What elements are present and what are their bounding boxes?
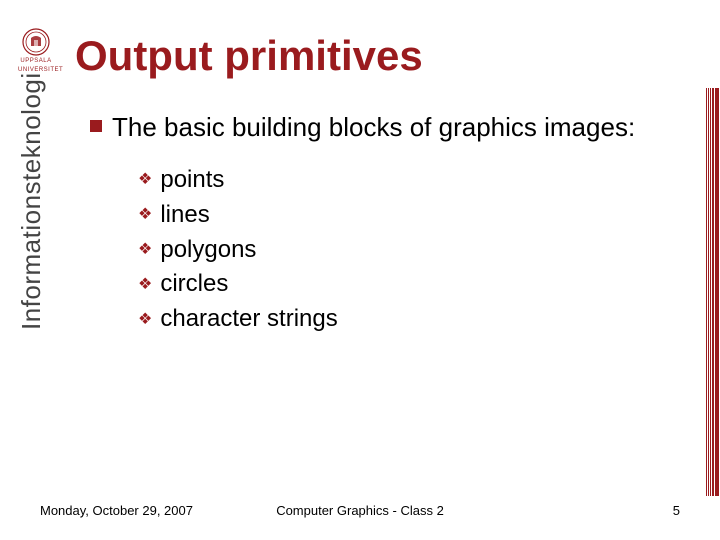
content-area: The basic building blocks of graphics im… xyxy=(90,110,680,337)
right-edge-stripes xyxy=(706,88,720,496)
list-item-label: points xyxy=(160,163,224,198)
list-item: ❖ lines xyxy=(138,198,680,233)
list-item-label: polygons xyxy=(160,233,256,268)
footer-title: Computer Graphics - Class 2 xyxy=(276,503,444,518)
logo-text-line1: UPPSALA xyxy=(18,58,54,65)
university-logo: UPPSALA UNIVERSITET xyxy=(18,28,54,73)
diamond-bullet-icon: ❖ xyxy=(138,242,152,258)
sidebar-label: Informationsteknologi xyxy=(16,72,47,330)
sub-bullet-list: ❖ points ❖ lines ❖ polygons ❖ circles ❖ … xyxy=(138,163,680,337)
list-item-label: lines xyxy=(160,198,209,233)
footer-date: Monday, October 29, 2007 xyxy=(40,503,193,518)
footer: Monday, October 29, 2007 Computer Graphi… xyxy=(40,503,680,518)
diamond-bullet-icon: ❖ xyxy=(138,207,152,223)
list-item: ❖ polygons xyxy=(138,233,680,268)
list-item: ❖ circles xyxy=(138,267,680,302)
diamond-bullet-icon: ❖ xyxy=(138,277,152,293)
diamond-bullet-icon: ❖ xyxy=(138,312,152,328)
square-bullet-icon xyxy=(90,120,102,132)
right-edge-stripes-bottom xyxy=(706,522,720,540)
list-item-label: circles xyxy=(160,267,228,302)
list-item: ❖ points xyxy=(138,163,680,198)
diamond-bullet-icon: ❖ xyxy=(138,172,152,188)
footer-page-number: 5 xyxy=(673,503,680,518)
main-bullet: The basic building blocks of graphics im… xyxy=(90,110,680,145)
main-bullet-text: The basic building blocks of graphics im… xyxy=(112,110,680,145)
slide-title: Output primitives xyxy=(75,32,423,80)
list-item: ❖ character strings xyxy=(138,302,680,337)
list-item-label: character strings xyxy=(160,302,337,337)
seal-icon xyxy=(22,28,50,56)
slide: UPPSALA UNIVERSITET Output primitives In… xyxy=(0,0,720,540)
